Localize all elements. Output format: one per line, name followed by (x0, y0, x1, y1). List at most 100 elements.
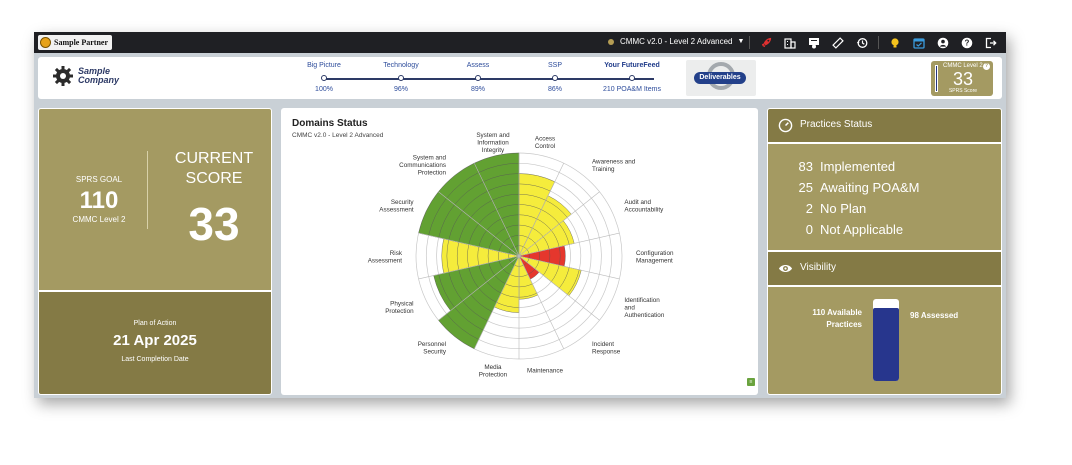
assessed-label: 98 Assessed (910, 311, 959, 320)
score-mini-label: CMMC Level 2 (943, 63, 983, 69)
rocket-icon[interactable] (758, 35, 774, 50)
score-mini-value: 33 (952, 69, 974, 89)
step-value: 86% (547, 86, 562, 93)
toolbar-icons: ? (749, 35, 1006, 50)
gear-icon (52, 65, 74, 87)
practice-label: Awaiting POA&M (820, 180, 920, 195)
step-node (321, 75, 327, 81)
step-node (552, 75, 558, 81)
plan-of-action-card[interactable]: Plan of Action 21 Apr 2025 Last Completi… (38, 291, 272, 395)
score-bar (935, 65, 938, 92)
domain-label: Maintenance (527, 368, 564, 375)
domain-label: Awareness and Training (592, 158, 636, 173)
toolbar-divider (878, 36, 879, 49)
domain-label: Physical Protection (385, 301, 414, 316)
chart-spoke (518, 163, 564, 257)
logout-icon[interactable] (983, 35, 999, 50)
domain-label: Access Control (535, 136, 555, 151)
domains-title: Domains Status (292, 118, 368, 129)
chart-spoke (518, 232, 620, 257)
sprs-goal-card: SPRS GOAL 110 CMMC Level 2 CURRENT SCORE… (38, 108, 272, 291)
chart-menu-icon[interactable]: ≡ (747, 378, 755, 386)
plan-label: Plan of Action (133, 320, 177, 327)
practice-row-not-applicable[interactable]: 0 Not Applicable (768, 222, 1003, 240)
score-mini-sub: SPRS Score (948, 88, 978, 94)
chart-spoke (518, 255, 620, 280)
eye-icon (778, 264, 793, 273)
chart-spoke (418, 232, 520, 257)
gauge-icon (778, 118, 793, 133)
practices-title: Practices Status (800, 119, 873, 130)
version-select-label: CMMC v2.0 - Level 2 Advanced (620, 37, 733, 46)
step-label: Your FutureFeed (604, 62, 660, 69)
domain-wedge[interactable] (438, 162, 520, 257)
chart-spoke (518, 255, 564, 349)
plan-sub: Last Completion Date (121, 356, 189, 363)
help-icon[interactable]: ? (983, 63, 990, 70)
partner-badge-icon (40, 37, 51, 48)
practice-count: 0 (805, 222, 813, 237)
step-value: 210 POA&M Items (603, 86, 661, 93)
practice-row-awaiting-poam[interactable]: 25 Awaiting POA&M (768, 180, 1003, 198)
lightbulb-icon[interactable] (887, 35, 903, 50)
chart-spoke (518, 255, 600, 321)
svg-text:?: ? (965, 38, 970, 47)
practice-label: Not Applicable (820, 222, 904, 237)
domains-rose-chart: Access Control Awareness and Training Audit … (368, 132, 674, 379)
chart-spoke (474, 255, 520, 349)
domain-label: Audit and Accountability (624, 199, 664, 214)
app-window: Sample Partner CMMC v2.0 - Level 2 Advan… (34, 32, 1006, 398)
caret-down-icon: ▼ (737, 38, 745, 45)
partner-logo[interactable]: Sample Partner (38, 35, 112, 50)
domains-subtitle: CMMC v2.0 - Level 2 Advanced (292, 132, 384, 139)
calendar-check-icon[interactable] (911, 35, 927, 50)
deliverables-button[interactable]: Deliverables (686, 60, 756, 96)
step-node (398, 75, 404, 81)
plan-date: 21 Apr 2025 (113, 332, 197, 349)
deliverables-label: Deliverables (694, 72, 746, 84)
sprs-goal-value: 110 (79, 187, 119, 214)
toolbar-divider (749, 36, 750, 49)
sprs-score-mini[interactable]: CMMC Level 2 ? 33 SPRS Score (931, 61, 993, 96)
visibility-tube (873, 299, 899, 381)
company-logo[interactable]: Sample Company (52, 65, 119, 87)
available-practices-label: 110 Available Practices (812, 308, 862, 329)
chart-spoke (518, 191, 600, 257)
practices-status-body: 83 Implemented 25 Awaiting POA&M 2 No Pl… (767, 143, 1002, 251)
chart-spoke (438, 191, 520, 257)
practice-count: 2 (805, 201, 813, 216)
chart-spoke (474, 163, 520, 257)
step-value: 100% (315, 86, 333, 93)
domain-label: System and Communications Protection (399, 155, 446, 177)
step-label: Big Picture (307, 62, 341, 69)
header-strip: Sample Company Big Picture 100% Technolo… (38, 57, 1002, 99)
account-icon[interactable] (935, 35, 951, 50)
practice-row-implemented[interactable]: 83 Implemented (768, 159, 1003, 177)
practice-label: No Plan (820, 201, 867, 216)
chart-spoke (418, 255, 520, 280)
ruler-icon[interactable] (830, 35, 846, 50)
step-label: Assess (466, 62, 490, 69)
step-node (629, 75, 635, 81)
domain-label: Risk Assessment (368, 250, 403, 265)
help-icon[interactable]: ? (959, 35, 975, 50)
practice-label: Implemented (820, 159, 896, 174)
domain-label: Configuration Management (636, 250, 674, 265)
practice-count: 25 (798, 180, 813, 195)
progress-track (324, 78, 654, 80)
version-select[interactable]: CMMC v2.0 - Level 2 Advanced ▼ (608, 37, 744, 46)
practices-status-header: Practices Status (767, 108, 1002, 143)
sprs-goal-sub: CMMC Level 2 (72, 215, 126, 224)
visibility-title: Visibility (800, 262, 836, 273)
current-score-label: CURRENT SCORE (174, 150, 254, 187)
domains-status-card: Domains Status CMMC v2.0 - Level 2 Advan… (281, 108, 758, 395)
domain-label: Media Protection (479, 364, 508, 379)
domain-label: Incident Response (592, 341, 621, 356)
goal-divider (147, 151, 148, 229)
history-icon[interactable] (854, 35, 870, 50)
building-icon[interactable] (782, 35, 798, 50)
certificate-icon[interactable] (806, 35, 822, 50)
company-name-line1: Sample (78, 66, 111, 76)
step-value: 89% (470, 86, 485, 93)
practice-row-no-plan[interactable]: 2 No Plan (768, 201, 1003, 219)
